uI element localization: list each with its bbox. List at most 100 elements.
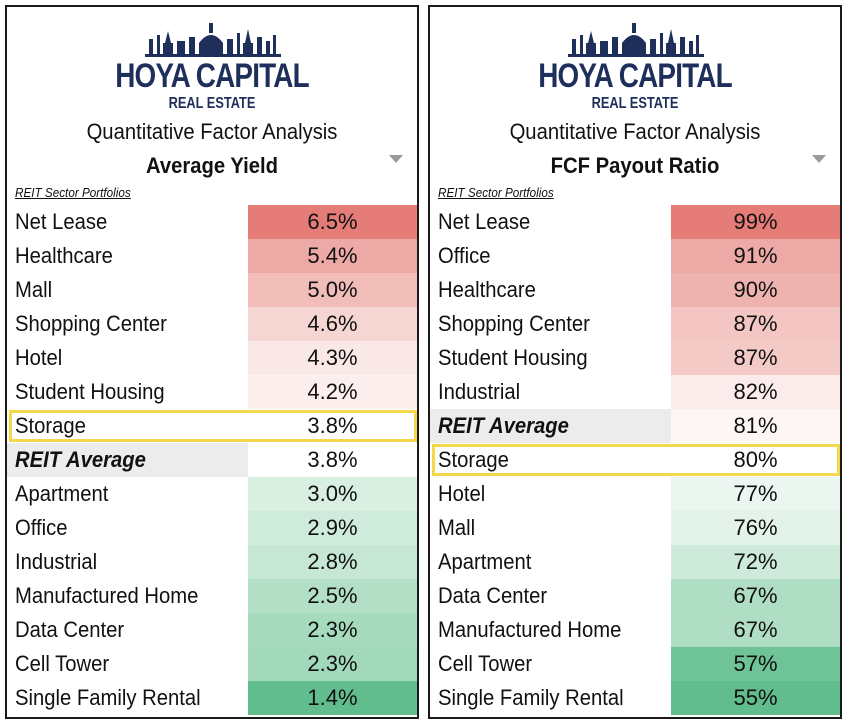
sector-value: 67%	[671, 613, 840, 647]
table-row: REIT Average 3.8%	[7, 443, 417, 477]
sector-name: Net Lease	[15, 209, 108, 234]
sector-name: Student Housing	[438, 345, 588, 370]
table-row: Single Family Rental 1.4%	[7, 681, 417, 715]
average-row-shade	[430, 409, 671, 443]
sector-value: 77%	[671, 477, 840, 511]
sector-name: Healthcare	[438, 277, 536, 302]
sector-name: Hotel	[15, 345, 63, 370]
logo-line1: HOYA CAPITAL	[538, 57, 732, 95]
table-row: Single Family Rental 55%	[430, 681, 840, 715]
sector-value: 2.5%	[248, 579, 417, 613]
sector-value: 4.3%	[248, 341, 417, 375]
sector-value: 87%	[671, 341, 840, 375]
sector-value: 80%	[671, 443, 840, 477]
right-factor-panel: HOYA CAPITAL REAL ESTATE Quantitative Fa…	[428, 5, 842, 719]
sector-value: 3.8%	[248, 443, 417, 477]
table-row: Shopping Center 4.6%	[7, 307, 417, 341]
table-row: Shopping Center 87%	[430, 307, 840, 341]
table-row: Manufactured Home 2.5%	[7, 579, 417, 613]
sector-name: Data Center	[15, 617, 125, 642]
table-row: Cell Tower 57%	[430, 647, 840, 681]
sector-name: REIT Average	[15, 447, 146, 472]
table-row: Mall 5.0%	[7, 273, 417, 307]
metric-dropdown-icon[interactable]	[812, 155, 826, 163]
sector-value: 72%	[671, 545, 840, 579]
table-row: Healthcare 5.4%	[7, 239, 417, 273]
sector-value: 3.8%	[248, 409, 417, 443]
table-row: Manufactured Home 67%	[430, 613, 840, 647]
sector-name: Industrial	[15, 549, 98, 574]
sector-value: 4.2%	[248, 375, 417, 409]
sector-name: Shopping Center	[438, 311, 590, 336]
sector-value: 2.3%	[248, 613, 417, 647]
metric-title: FCF Payout Ratio	[550, 153, 720, 178]
sector-value: 90%	[671, 273, 840, 307]
sector-value: 5.0%	[248, 273, 417, 307]
factor-table: Net Lease 99% Office 91% Healthcare 90% Shoppi…	[430, 205, 840, 715]
sector-portfolios-label: REIT Sector Portfolios	[438, 185, 554, 200]
panel-subtitle: Quantitative Factor Analysis	[86, 119, 338, 144]
metric-dropdown-icon[interactable]	[389, 155, 403, 163]
sector-value: 6.5%	[248, 205, 417, 239]
table-row: Office 91%	[430, 239, 840, 273]
sector-name: Data Center	[438, 583, 548, 608]
sector-name: Apartment	[15, 481, 109, 506]
table-row: Industrial 82%	[430, 375, 840, 409]
table-row: Data Center 67%	[430, 579, 840, 613]
table-row: Hotel 77%	[430, 477, 840, 511]
sector-name: Cell Tower	[15, 651, 110, 676]
sector-value: 91%	[671, 239, 840, 273]
sector-portfolios-label: REIT Sector Portfolios	[15, 185, 131, 200]
table-row: Cell Tower 2.3%	[7, 647, 417, 681]
sector-value: 55%	[671, 681, 840, 715]
sector-value: 1.4%	[248, 681, 417, 715]
table-row: Office 2.9%	[7, 511, 417, 545]
sector-value: 4.6%	[248, 307, 417, 341]
sector-value: 3.0%	[248, 477, 417, 511]
sector-name: Hotel	[438, 481, 486, 506]
hoya-capital-logo: HOYA CAPITAL REAL ESTATE	[430, 17, 840, 117]
sector-name: Single Family Rental	[438, 685, 624, 710]
table-row: Data Center 2.3%	[7, 613, 417, 647]
sector-name: Shopping Center	[15, 311, 167, 336]
sector-value: 81%	[671, 409, 840, 443]
sector-value: 76%	[671, 511, 840, 545]
metric-title: Average Yield	[145, 153, 278, 178]
table-row: Apartment 3.0%	[7, 477, 417, 511]
sector-name: Storage	[438, 447, 509, 472]
table-row: Mall 76%	[430, 511, 840, 545]
sector-name: Manufactured Home	[438, 617, 622, 642]
sector-name: Student Housing	[15, 379, 165, 404]
sector-name: Manufactured Home	[15, 583, 199, 608]
sector-value: 2.3%	[248, 647, 417, 681]
table-row: Storage 3.8%	[7, 409, 417, 443]
sector-value: 67%	[671, 579, 840, 613]
panel-subtitle: Quantitative Factor Analysis	[509, 119, 761, 144]
sector-name: Industrial	[438, 379, 521, 404]
sector-value: 99%	[671, 205, 840, 239]
logo-line1: HOYA CAPITAL	[115, 57, 309, 95]
logo-line2: REAL ESTATE	[168, 95, 256, 112]
table-row: Industrial 2.8%	[7, 545, 417, 579]
table-row: Storage 80%	[430, 443, 840, 477]
sector-value: 2.9%	[248, 511, 417, 545]
sector-name: Office	[15, 515, 68, 540]
table-row: Hotel 4.3%	[7, 341, 417, 375]
sector-value: 57%	[671, 647, 840, 681]
hoya-capital-logo: HOYA CAPITAL REAL ESTATE	[7, 17, 417, 117]
sector-name: Mall	[15, 277, 53, 302]
factor-table: Net Lease 6.5% Healthcare 5.4% Mall 5.0% Shopp…	[7, 205, 417, 715]
sector-value: 82%	[671, 375, 840, 409]
sector-name: Cell Tower	[438, 651, 533, 676]
table-row: Student Housing 87%	[430, 341, 840, 375]
sector-name: Apartment	[438, 549, 532, 574]
sector-value: 2.8%	[248, 545, 417, 579]
left-factor-panel: HOYA CAPITAL REAL ESTATE Quantitative Fa…	[5, 5, 419, 719]
table-row: Apartment 72%	[430, 545, 840, 579]
average-row-shade	[7, 443, 248, 477]
sector-value: 5.4%	[248, 239, 417, 273]
table-row: Student Housing 4.2%	[7, 375, 417, 409]
sector-name: Mall	[438, 515, 476, 540]
table-row: REIT Average 81%	[430, 409, 840, 443]
sector-name: Office	[438, 243, 491, 268]
